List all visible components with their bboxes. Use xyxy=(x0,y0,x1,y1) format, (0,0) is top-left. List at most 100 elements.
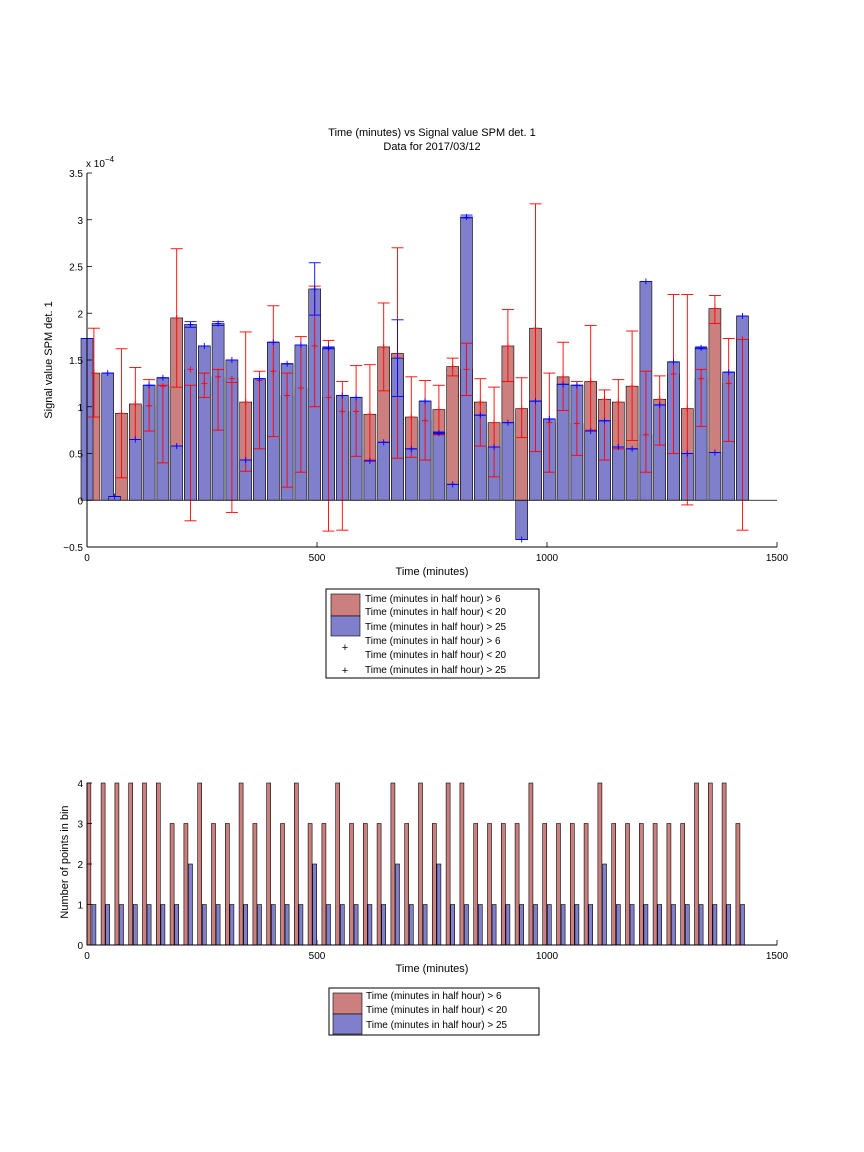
bar xyxy=(436,863,442,946)
bar xyxy=(353,904,359,946)
bar xyxy=(114,782,120,946)
bar xyxy=(500,823,506,946)
bar xyxy=(101,372,114,501)
bar xyxy=(574,904,580,946)
bar xyxy=(188,863,193,946)
legend-box xyxy=(328,987,540,1036)
bar xyxy=(335,782,341,946)
bar xyxy=(459,782,465,946)
bar xyxy=(473,823,479,946)
bar xyxy=(450,904,456,946)
bar xyxy=(583,823,589,946)
bar xyxy=(266,782,272,946)
bar xyxy=(293,782,299,946)
bar xyxy=(519,904,525,946)
bar xyxy=(712,904,718,946)
bar xyxy=(588,904,594,946)
bar xyxy=(432,432,446,501)
legend-label: Time (minutes in half hour) > 6 xyxy=(366,991,502,1002)
legend-box xyxy=(325,588,540,679)
y-multiplier: x 10−4 xyxy=(86,155,115,170)
bar xyxy=(515,499,529,540)
bar xyxy=(501,422,515,501)
bar xyxy=(569,823,575,946)
bar xyxy=(381,904,387,946)
bar xyxy=(445,782,451,946)
y-tick-label: 0 xyxy=(77,496,83,507)
y-axis-label: Signal value SPM det. 1 xyxy=(43,301,55,418)
chart-subtitle: Data for 2017/03/12 xyxy=(383,141,480,153)
bar xyxy=(198,345,211,501)
bar xyxy=(160,904,166,946)
bar xyxy=(422,904,428,946)
legend-label: Time (minutes in half hour) > 25 xyxy=(365,665,507,676)
bar xyxy=(390,782,396,946)
bar xyxy=(505,904,511,946)
bar xyxy=(225,823,230,946)
bar xyxy=(257,904,262,946)
bar xyxy=(533,904,538,946)
bar xyxy=(464,904,469,946)
bar xyxy=(339,904,345,946)
bar xyxy=(560,904,566,946)
y-tick-label: 2 xyxy=(77,309,83,320)
bar xyxy=(666,823,672,946)
legend-label: Time (minutes in half hour) < 20 xyxy=(365,607,507,618)
y-tick-label: 4 xyxy=(77,779,83,790)
legend-label: Time (minutes in half hour) > 6 xyxy=(365,636,501,647)
y-tick-label: 3 xyxy=(77,216,83,227)
bar xyxy=(129,439,142,501)
bar xyxy=(211,823,216,946)
legend-label: Time (minutes in half hour) > 25 xyxy=(366,1020,508,1031)
bar xyxy=(418,782,423,946)
bar xyxy=(376,823,382,946)
bar xyxy=(491,904,497,946)
bar xyxy=(514,823,520,946)
y-tick-label: 2 xyxy=(77,860,83,871)
legend-swatch-blue-bar xyxy=(332,1013,363,1035)
bar xyxy=(284,904,290,946)
bar xyxy=(270,904,276,946)
signal-chart: Time (minutes) vs Signal value SPM det. … xyxy=(43,127,789,679)
legend: Time (minutes in half hour) > 6 Time (mi… xyxy=(328,987,540,1036)
bar xyxy=(446,366,460,501)
bar xyxy=(721,782,727,946)
bar xyxy=(625,823,630,946)
bar xyxy=(671,904,676,946)
bar xyxy=(280,823,285,946)
x-tick-label: 1000 xyxy=(536,553,559,564)
bar xyxy=(174,904,179,946)
bar xyxy=(629,904,635,946)
bar xyxy=(597,782,603,946)
count-chart: 0 500 1000 1500 0 1 2 3 4 Time (minutes) Number … xyxy=(59,779,789,1036)
bar xyxy=(708,452,722,501)
bar xyxy=(431,823,437,946)
y-tick-label: 1.5 xyxy=(69,356,83,367)
bar xyxy=(395,863,400,946)
bar xyxy=(169,823,175,946)
y-tick-label: 1 xyxy=(77,901,83,912)
bar xyxy=(477,904,483,946)
bar xyxy=(128,782,133,946)
bar xyxy=(546,904,552,946)
x-tick-label: 1500 xyxy=(766,553,789,564)
bar xyxy=(202,904,207,946)
bar xyxy=(404,823,410,946)
legend-marker-red-plus: + xyxy=(342,642,348,654)
bar xyxy=(680,823,686,946)
x-tick-label: 1500 xyxy=(766,951,789,962)
bar xyxy=(367,904,373,946)
bar xyxy=(611,823,617,946)
bar xyxy=(377,441,391,501)
legend-label: Time (minutes in half hour) > 25 xyxy=(365,622,507,633)
bar xyxy=(321,823,327,946)
bar xyxy=(625,448,639,501)
x-tick-label: 500 xyxy=(309,553,326,564)
y-axis-label: Number of points in bin xyxy=(59,805,71,918)
bar xyxy=(408,904,414,946)
bar xyxy=(487,823,492,946)
bar xyxy=(105,904,110,946)
bar xyxy=(91,904,97,946)
bar xyxy=(735,823,741,946)
legend-marker-blue-plus: + xyxy=(342,665,348,677)
